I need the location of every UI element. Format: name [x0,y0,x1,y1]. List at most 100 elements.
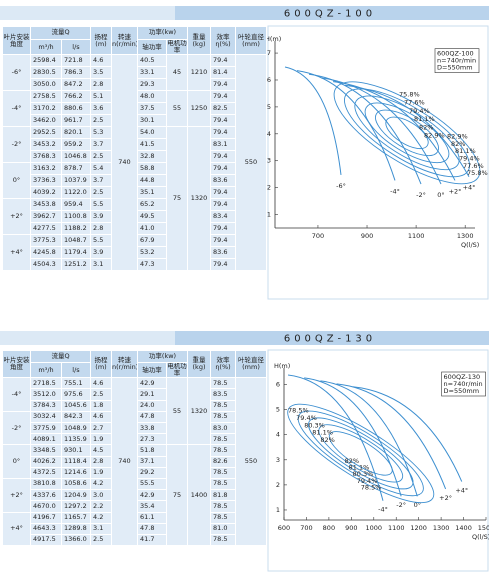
flow-m3h: 3784.3 [30,399,62,412]
efficiency: 83.5 [210,388,236,401]
y-axis-label: H(m) [265,35,281,43]
head: 2.5 [90,388,112,401]
flow-ls: 1289.8 [61,522,91,535]
flow-m3h: 3453.8 [30,198,62,212]
motor-power: 75 [166,126,188,272]
efficiency-label: 82.9% [447,133,468,141]
head: 5.1 [90,90,112,104]
angle-label: -2° [416,191,426,199]
efficiency-label: 77.6% [404,99,425,107]
flow-m3h: 4196.7 [30,511,62,524]
shaft-power: 47.8 [137,522,167,535]
head: 3.6 [90,102,112,116]
shaft-power: 40.5 [137,54,167,68]
flow-ls: 1179.4 [61,246,91,260]
x-tick-label: 700 [312,232,324,240]
efficiency-label: 79.4% [459,154,480,162]
weight: 1250 [187,90,211,128]
shaft-power: 58.8 [137,162,167,176]
speed-cell: 740 [111,377,138,547]
diameter-cell: 550 [235,54,267,272]
shaft-power: 27.3 [137,433,167,446]
hq-curve [284,66,342,175]
efficiency: 83.4 [210,210,236,224]
flow-ls: 1297.2 [61,500,91,513]
hq-curve [336,383,447,490]
motor-power: 55 [166,377,188,446]
efficiency-label: 82% [419,123,433,131]
efficiency: 82.5 [210,102,236,116]
efficiency-label: 75.8% [399,90,420,98]
hq-curve [287,374,384,501]
efficiency: 78.5 [210,466,236,479]
legend-box [441,371,486,397]
header: 效率η(%) [210,349,236,379]
flow-m3h: 2718.5 [30,377,62,390]
head: 3.0 [90,489,112,502]
efficiency: 79.4 [210,198,236,212]
x-tick-label: 1300 [433,524,450,532]
head: 4.6 [90,54,112,68]
flow-m3h: 2598.4 [30,54,62,68]
shaft-power: 49.5 [137,210,167,224]
efficiency-label: 79.4% [409,107,430,115]
efficiency-label: 81.1% [312,429,333,437]
y-tick-label: 3 [276,456,280,464]
weight: 1210 [187,54,211,92]
flow-m3h: 3810.8 [30,477,62,491]
flow-m3h: 4039.2 [30,186,62,200]
hq-curve [332,81,456,181]
flow-ls: 975.6 [61,388,91,401]
hq-curve [304,377,402,497]
y-tick-label: 3 [267,157,271,165]
efficiency: 79.4 [210,78,236,92]
efficiency: 78.5 [210,511,236,524]
angle-label: +2° [449,187,462,195]
efficiency: 78.5 [210,500,236,513]
flow-m3h: 3170.2 [30,102,62,116]
weight: 1320 [187,377,211,446]
flow-ls: 1046.8 [61,150,91,164]
x-axis-label: Q(l/S) [461,241,479,249]
head: 1.9 [90,433,112,446]
flow-ls: 1045.6 [61,399,91,412]
efficiency-loop [364,102,450,164]
header: 流量Q [30,26,91,40]
x-tick-label: 700 [300,524,312,532]
efficiency-loop [375,109,439,157]
flow-ls: 959.2 [61,138,91,152]
efficiency: 81.8 [210,489,236,502]
x-tick-label: 1100 [388,524,405,532]
head: 4.6 [90,410,112,424]
efficiency: 79.4 [210,54,236,68]
shaft-power: 33.8 [137,422,167,435]
header: 重量(kg) [187,349,211,379]
flow-m3h: 3962.7 [30,210,62,224]
shaft-power: 67.9 [137,234,167,248]
shaft-power: 37.5 [137,102,167,116]
flow-ls: 880.6 [61,102,91,116]
flow-m3h: 4670.0 [30,500,62,513]
efficiency-label: 77.6% [463,162,484,170]
efficiency-loop [308,417,414,490]
shaft-power: 61.1 [137,511,167,524]
y-tick-label: 6 [267,76,271,84]
x-tick-label: 1100 [408,232,425,240]
angle-cell: -2° [2,410,31,446]
efficiency: 83.1 [210,138,236,152]
flow-ls: 1135.9 [61,433,91,446]
x-tick-label: 600 [278,524,290,532]
flow-ls: 961.7 [61,114,91,128]
legend-text: n=740r/min [444,380,483,388]
shaft-power: 65.2 [137,198,167,212]
flow-m3h: 4026.2 [30,455,62,468]
flow-ls: 930.1 [61,444,91,457]
header: 叶轮直径(mm) [235,349,267,379]
flow-ls: 766.2 [61,90,91,104]
flow-ls: 1058.6 [61,477,91,491]
spec-table: 叶片安装角度 流量Q 扬程(m) 转速n(r/min) 功率(kw) 重量(kg) 效率η(… [2,25,267,272]
flow-m3h: 3453.2 [30,138,62,152]
efficiency-label: 82% [320,436,334,444]
efficiency: 82.6 [210,455,236,468]
